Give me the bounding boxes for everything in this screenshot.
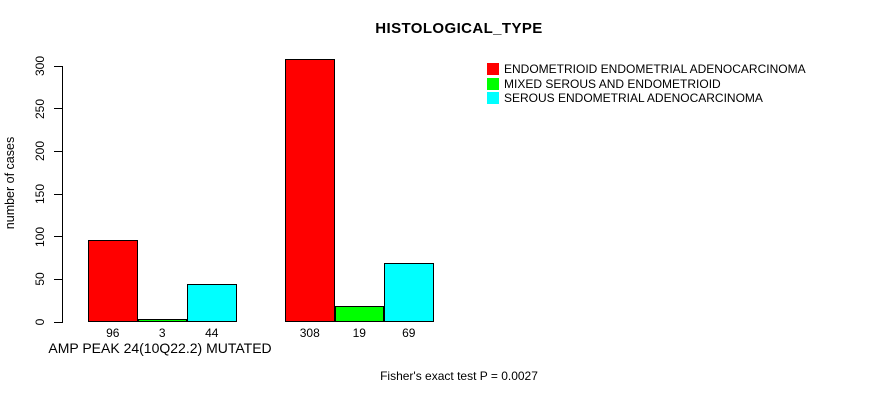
bar-value-label: 19 (352, 326, 366, 340)
chart-title: HISTOLOGICAL_TYPE (375, 20, 543, 37)
legend-item: MIXED SEROUS AND ENDOMETRIOID (487, 76, 721, 91)
bar-value-label: 3 (158, 326, 166, 340)
legend-label: ENDOMETRIOID ENDOMETRIAL ADENOCARCINOMA (504, 62, 806, 76)
bar-group1-series2 (137, 319, 187, 322)
legend-swatch (487, 63, 499, 75)
bar-group2-series2 (334, 305, 384, 322)
y-tick-label: 300 (33, 55, 47, 77)
legend-label: MIXED SEROUS AND ENDOMETRIOID (504, 76, 721, 91)
stat-annotation: Fisher's exact test P = 0.0027 (380, 369, 538, 383)
legend-swatch (487, 92, 499, 104)
y-tick-mark (54, 278, 62, 280)
y-tick-label: 0 (33, 318, 47, 326)
y-tick-mark (54, 65, 62, 67)
bar-group1-series1 (88, 240, 138, 322)
x-axis-group-label: AMP PEAK 24(10Q22.2) MUTATED (48, 340, 272, 356)
y-axis-line (62, 66, 63, 323)
y-tick-label: 50 (33, 272, 47, 287)
bar-value-label: 308 (299, 326, 320, 340)
y-tick-label: 100 (33, 226, 47, 247)
legend-item: SEROUS ENDOMETRIAL ADENOCARCINOMA (487, 92, 763, 104)
bar-group2-series3 (384, 263, 434, 322)
y-tick-label: 250 (33, 98, 47, 119)
y-tick-mark (54, 236, 62, 238)
bar-value-label: 44 (205, 326, 219, 340)
bar-group2-series1 (285, 59, 335, 322)
y-tick-label: 150 (33, 183, 47, 205)
legend-swatch (487, 77, 499, 90)
legend-item: ENDOMETRIOID ENDOMETRIAL ADENOCARCINOMA (487, 63, 806, 75)
y-tick-mark (54, 321, 62, 323)
y-axis-label: number of cases (2, 136, 17, 230)
bar-value-label: 96 (106, 326, 120, 340)
y-tick-label: 200 (33, 141, 47, 162)
y-tick-mark (54, 193, 62, 195)
y-tick-mark (54, 108, 62, 110)
y-tick-mark (54, 150, 62, 152)
legend-label: SEROUS ENDOMETRIAL ADENOCARCINOMA (504, 91, 763, 105)
bar-group1-series3 (187, 284, 237, 322)
bar-value-label: 69 (402, 326, 416, 340)
